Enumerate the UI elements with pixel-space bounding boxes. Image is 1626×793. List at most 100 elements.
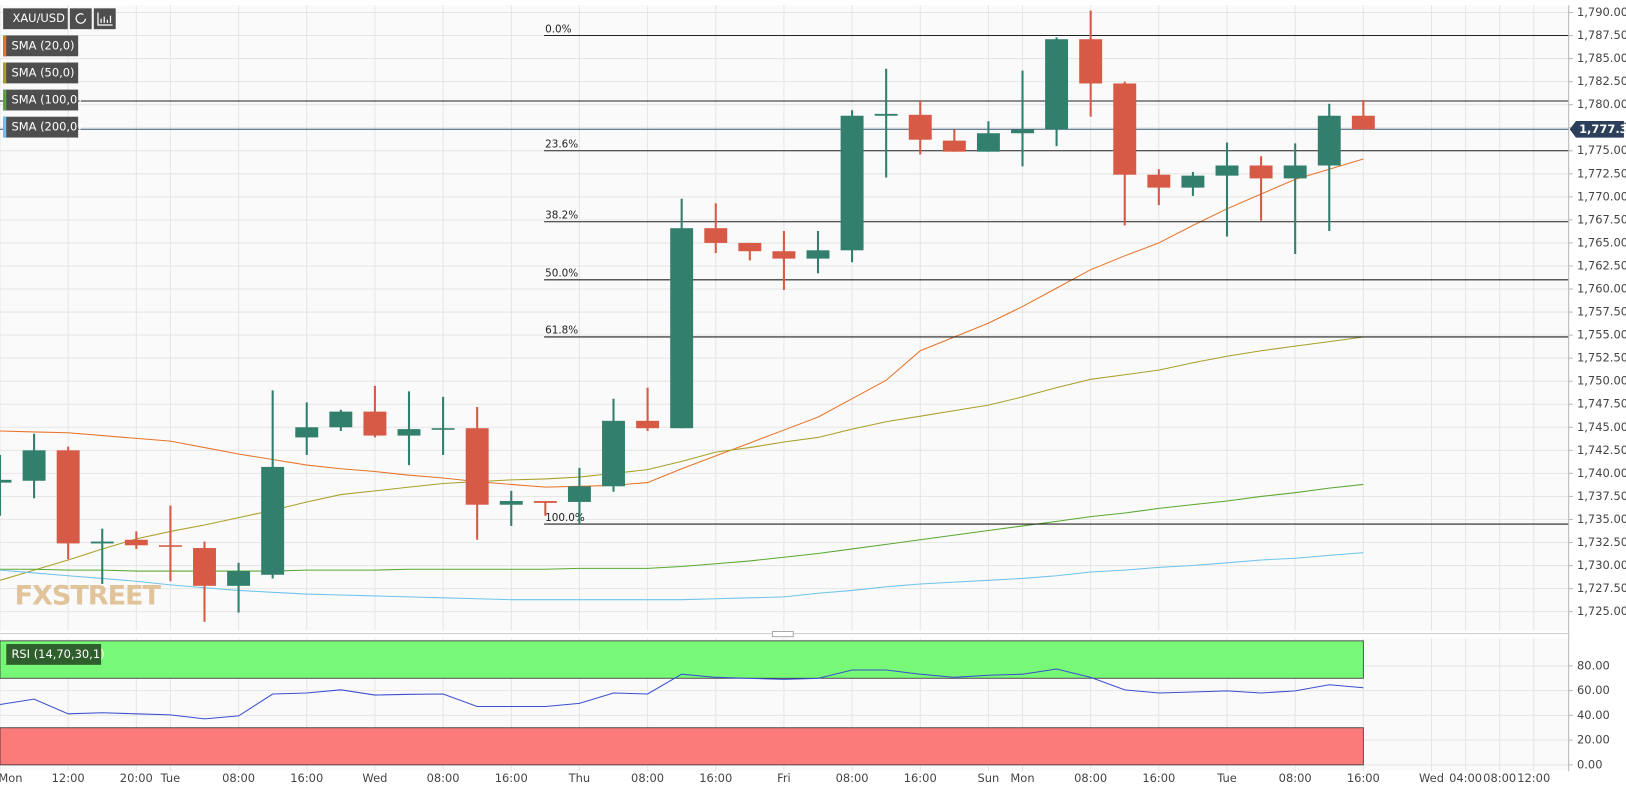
sma-line <box>0 336 1364 581</box>
x-tick-label: 16:00 <box>1347 771 1380 785</box>
candle-body <box>22 450 46 481</box>
candle-body <box>465 428 489 505</box>
y-tick-label: 40.00 <box>1577 708 1610 722</box>
rsi-label[interactable]: RSI (14,70,30,1) <box>11 647 104 661</box>
y-tick-label: 1,787.50 <box>1577 28 1626 42</box>
y-tick-label: 80.00 <box>1577 658 1610 672</box>
x-tick-label: 08:00 <box>1279 771 1312 785</box>
candle-body <box>738 242 762 252</box>
candle-body <box>1215 165 1239 176</box>
oversold-zone <box>0 727 1364 766</box>
candle-body <box>363 411 387 436</box>
resize-handle[interactable] <box>771 631 794 638</box>
symbol-toolbar: XAU/USD <box>3 8 116 30</box>
y-tick-label: 1,740.00 <box>1577 466 1626 480</box>
candle-body <box>874 113 898 116</box>
x-tick-label: 16:00 <box>699 771 732 785</box>
y-tick-label: 20.00 <box>1577 733 1610 747</box>
handle[interactable] <box>771 631 794 638</box>
legend-label: SMA (100,0) <box>11 93 81 107</box>
y-tick-label: 1,785.00 <box>1577 51 1626 65</box>
x-tick-label: 08:00 <box>1074 771 1107 785</box>
indicator-layer: 0.0% 23.6% 38.2% 50.0% 61.8% 100.0% <box>0 23 1569 720</box>
legend-badge[interactable] <box>3 116 79 138</box>
symbol-badge[interactable] <box>3 8 68 30</box>
fib-label: 0.0% <box>545 23 572 35</box>
legend-badge[interactable] <box>3 89 79 111</box>
candle-body <box>1079 39 1103 84</box>
candle-layer <box>0 10 1375 622</box>
sma-line <box>0 552 1364 601</box>
y-tick-label: 1,745.00 <box>1577 420 1626 434</box>
x-tick-label: 04:00 <box>1449 771 1482 785</box>
legend: SMA (20,0) SMA (50,0) SMA (100,0) SMA (200,… <box>3 35 82 138</box>
fib-label: 50.0% <box>545 268 578 280</box>
y-tick-label: 1,727.50 <box>1577 581 1626 595</box>
y-tick-label: 1,780.00 <box>1577 97 1626 111</box>
candle-body <box>1181 175 1205 188</box>
x-tick-label: 08:00 <box>836 771 869 785</box>
candle-body <box>124 539 148 546</box>
candle-body <box>1249 165 1273 179</box>
candle-body <box>1113 83 1137 175</box>
candle-body <box>56 450 80 544</box>
x-tick-label: 12:00 <box>1517 771 1550 785</box>
candle-body <box>1317 115 1341 166</box>
candle-body <box>602 420 625 487</box>
x-tick-label: Thu <box>568 771 591 785</box>
candle-body <box>670 228 694 429</box>
overbought-zone <box>0 640 1364 679</box>
candle-body <box>806 250 830 259</box>
y-tick-label: 1,775.00 <box>1577 143 1626 157</box>
candle-body <box>772 251 796 259</box>
y-tick-label: 1,767.50 <box>1577 212 1626 226</box>
last-price-badge <box>1569 120 1624 138</box>
y-tick-label: 1,765.00 <box>1577 235 1626 249</box>
x-tick-label: 16:00 <box>904 771 937 785</box>
candle-body <box>193 548 216 586</box>
candle-body <box>1147 174 1171 188</box>
y-tick-label: 1,762.50 <box>1577 258 1626 272</box>
candle-body <box>942 140 966 152</box>
y-tick-label: 1,732.50 <box>1577 535 1626 549</box>
y-tick-label: 1,747.50 <box>1577 397 1626 411</box>
x-tick-label: Sun <box>978 771 1000 785</box>
last-price-label: 1,777.33 <box>1579 122 1626 136</box>
y-tick-label: 1,737.50 <box>1577 489 1626 503</box>
legend-badge[interactable] <box>3 35 79 57</box>
indicator-icon <box>97 12 113 26</box>
axis-layer: Mon 12:00 20:00 Tue 08:00 16:00 Wed 08:00 16:00 T… <box>0 5 1626 785</box>
rsi-badge[interactable] <box>3 643 102 665</box>
x-tick-label: 08:00 <box>427 771 460 785</box>
x-tick-label: Tue <box>160 771 181 785</box>
y-tick-label: 1,757.50 <box>1577 305 1626 319</box>
rsi-color <box>3 643 7 665</box>
y-tick-label: 60.00 <box>1577 683 1610 697</box>
symbol[interactable]: XAU/USD <box>13 11 66 25</box>
candle-body <box>295 427 319 438</box>
y-tick-label: 1,742.50 <box>1577 443 1626 457</box>
y-tick-label: 1,730.00 <box>1577 558 1626 572</box>
x-tick-label: 16:00 <box>495 771 528 785</box>
legend-color <box>3 35 7 57</box>
legend-label: SMA (20,0) <box>11 38 74 52</box>
x-tick-label: Wed <box>362 771 387 785</box>
candle-body <box>976 133 1000 152</box>
x-tick-label: 16:00 <box>290 771 323 785</box>
legend-color <box>3 62 7 84</box>
y-tick-label: 1,790.00 <box>1577 5 1626 19</box>
band-layer <box>0 640 1364 766</box>
y-tick-label: 1,755.00 <box>1577 328 1626 342</box>
x-tick-label: Mon <box>0 771 23 785</box>
y-tick-label: 1,782.50 <box>1577 74 1626 88</box>
refresh-icon <box>75 13 87 24</box>
legend-badge[interactable] <box>3 62 79 84</box>
candle-body <box>0 479 12 483</box>
legend-label: SMA (200,0) <box>11 120 81 134</box>
y-tick-label: 1,752.50 <box>1577 351 1626 365</box>
candle-body <box>704 228 728 243</box>
x-tick-label: 12:00 <box>52 771 85 785</box>
refresh-button[interactable] <box>69 8 92 30</box>
candle-body <box>533 501 557 503</box>
sma-line <box>0 158 1364 488</box>
